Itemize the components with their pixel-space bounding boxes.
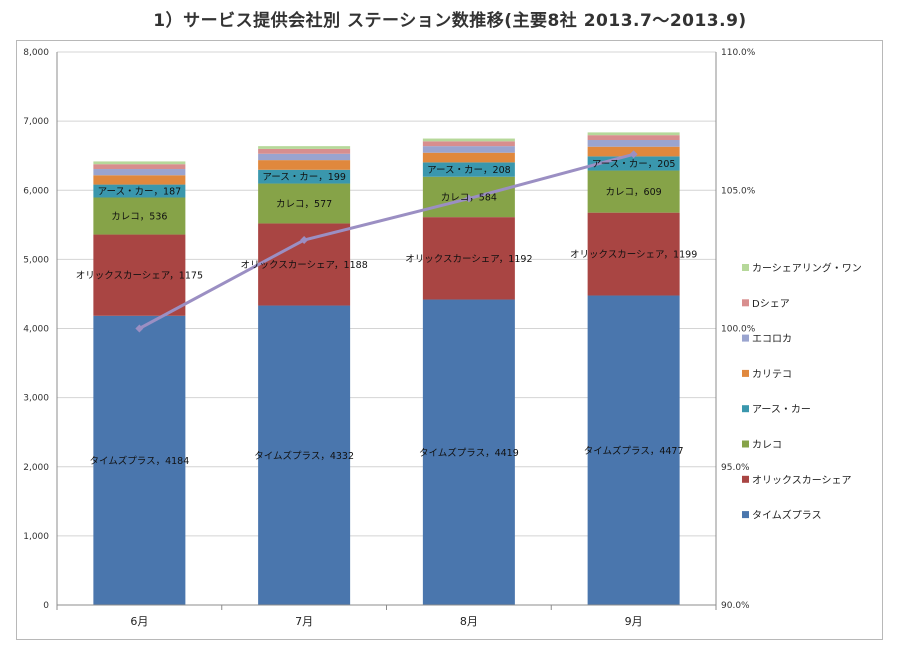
data-labels: タイムズプラス，4184 オリックスカーシェア，1175 カレコ，536 アース・カー… [76, 159, 698, 467]
data-label: タイムズプラス，4332 [254, 450, 354, 462]
y-tick-label: 1,000 [23, 532, 49, 542]
bars [93, 132, 680, 605]
y2-tick-label: 100.0% [721, 325, 756, 335]
legend-label: カーシェアリング・ワン [752, 262, 862, 275]
legend-label: タイムズプラス [752, 509, 822, 522]
data-label: カレコ，577 [276, 199, 332, 210]
legend-label: カレコ [752, 439, 782, 451]
legend-swatch [742, 299, 749, 307]
bar-segment [587, 139, 680, 147]
bar-segment [258, 153, 351, 161]
bar-segment [587, 132, 680, 136]
growth-line-marker [300, 236, 309, 245]
data-label: オリックスカーシェア，1199 [570, 250, 697, 261]
data-label: タイムズプラス，4419 [419, 447, 519, 459]
y2-tick-label: 90.0% [721, 601, 750, 611]
y2-tick-label: 95.0% [721, 463, 750, 473]
bar-segment [93, 234, 186, 316]
bar-segment [93, 164, 186, 170]
y-tick-label: 2,000 [23, 463, 49, 473]
bar-segment [422, 146, 515, 153]
data-label: アース・カー，199 [262, 172, 346, 183]
bar-segment [258, 160, 351, 170]
y-tick-label: 5,000 [23, 255, 49, 265]
y-tick-label: 6,000 [23, 186, 49, 196]
bar-segment [93, 169, 186, 176]
legend-swatch [742, 475, 749, 483]
growth-line-path [138, 152, 635, 330]
bar-segment [422, 299, 515, 605]
legend-swatch [742, 511, 749, 519]
bar-segment [587, 295, 680, 605]
bar-segment [93, 315, 186, 605]
y2-tick-label: 105.0% [721, 186, 756, 196]
bar-segment [587, 135, 680, 140]
legend-swatch [742, 369, 749, 377]
legend-swatch [742, 264, 749, 271]
data-label: アース・カー，208 [427, 165, 511, 176]
growth-line-marker [135, 324, 144, 333]
legend-swatch [742, 334, 749, 342]
bar-segment [258, 183, 351, 224]
x-tick-label: 6月 [130, 615, 148, 628]
bar-segment [587, 212, 680, 296]
bar-segment [258, 169, 351, 184]
data-label: アース・カー，205 [592, 159, 676, 170]
data-label: アース・カー，187 [98, 187, 182, 198]
data-label: カレコ，536 [111, 212, 167, 223]
legend-label: アース・カー [752, 404, 811, 416]
growth-line-marker [464, 194, 473, 203]
bar-segment [258, 148, 351, 154]
bar-segment [93, 161, 186, 165]
growth-line [135, 150, 638, 333]
y-tick-label: 4,000 [23, 325, 49, 335]
bar-segment [258, 305, 351, 605]
bar-segment [587, 170, 680, 213]
data-label: オリックスカーシェア，1188 [240, 260, 367, 271]
x-tick-label: 8月 [460, 615, 478, 628]
axes: 0 1,000 2,000 3,000 4,000 5,000 6,000 7,000 8,00… [23, 48, 756, 628]
legend-label: エコロカ [752, 333, 792, 345]
chart-frame [16, 40, 883, 640]
y-tick-label: 8,000 [23, 48, 49, 58]
bar-segment [422, 162, 515, 177]
growth-line-marker [629, 150, 638, 159]
legend-swatch [742, 405, 749, 413]
chart-title: 1）サービス提供会社別 ステーション数推移(主要8社 2013.7～2013.9… [153, 11, 747, 31]
y-tick-label: 0 [43, 601, 49, 611]
data-label: タイムズプラス，4184 [89, 455, 189, 467]
x-tick-label: 9月 [625, 615, 643, 628]
bar-segment [93, 175, 186, 185]
bar-segment [422, 138, 515, 142]
y2-tick-label: 110.0% [721, 48, 756, 58]
legend-label: オリックスカーシェア [752, 474, 852, 486]
legend: カーシェアリング・ワン Dシェアエコロカカリテコアース・カーカレコオリックスカーシ… [742, 262, 862, 522]
data-label: カレコ，584 [441, 192, 497, 203]
data-label: カレコ，609 [606, 187, 662, 198]
data-label: タイムズプラス，4477 [584, 445, 684, 457]
legend-label: Dシェア [752, 299, 790, 310]
bar-segment [93, 197, 186, 235]
y-tick-label: 3,000 [23, 394, 49, 404]
bar-segment [258, 146, 351, 149]
bar-segment [422, 217, 515, 300]
data-label: オリックスカーシェア，1175 [76, 271, 203, 282]
legend-label: カリテコ [752, 368, 792, 380]
x-tick-label: 7月 [295, 615, 313, 628]
bar-segment [93, 184, 186, 198]
y-tick-label: 7,000 [23, 117, 49, 127]
data-label: オリックスカーシェア，1192 [405, 254, 532, 265]
bar-segment [422, 152, 515, 163]
legend-swatch [742, 440, 749, 448]
bar-segment [422, 141, 515, 147]
